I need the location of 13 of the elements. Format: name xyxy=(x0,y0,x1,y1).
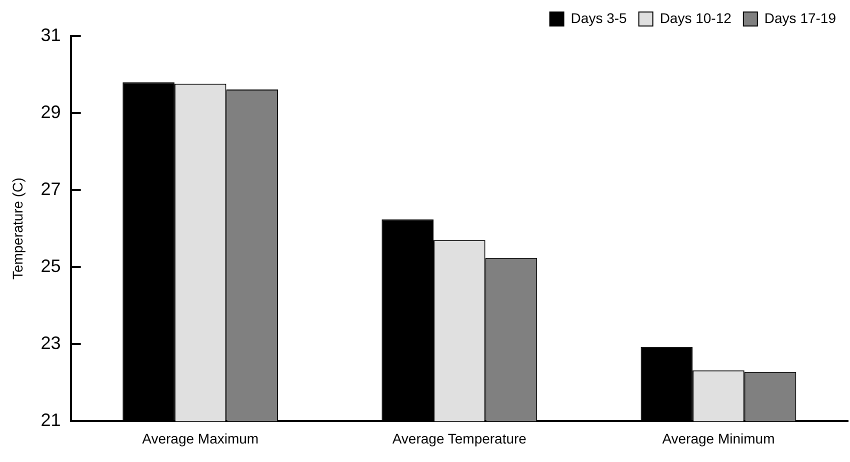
y-tick-label: 31 xyxy=(40,24,61,45)
y-tick-label: 23 xyxy=(40,333,61,354)
legend-label: Days 3-5 xyxy=(570,10,628,26)
legend-label: Days 17-19 xyxy=(764,10,836,26)
y-tick-label: 21 xyxy=(40,410,61,430)
legend-label: Days 10-12 xyxy=(660,10,732,26)
x-tick-label: Average Temperature xyxy=(392,430,527,446)
y-tick-label: 29 xyxy=(40,102,61,122)
y-axis-title: Temperature (C) xyxy=(9,178,26,280)
y-tick-label: 25 xyxy=(40,256,61,276)
x-tick-label: Average Maximum xyxy=(142,430,259,446)
x-tick-label: Average Minimum xyxy=(662,430,775,446)
y-tick-label: 27 xyxy=(40,179,61,200)
